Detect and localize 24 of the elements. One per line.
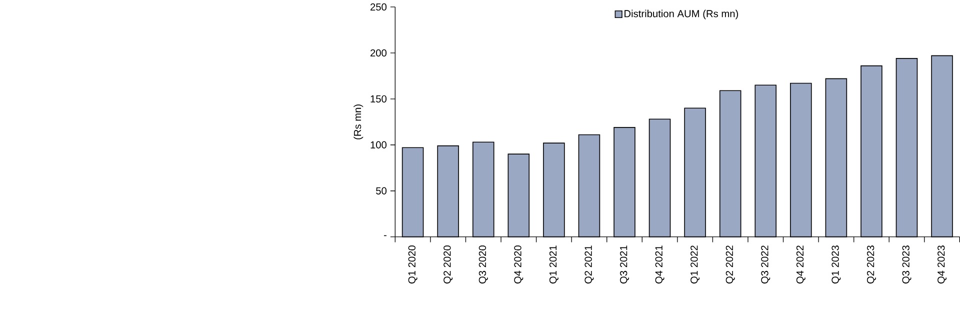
x-tick-label: Q4 2020 [514,246,524,284]
x-tick-label: Q4 2022 [796,246,806,284]
x-tick-label: Q2 2023 [866,246,876,284]
y-tick-label: 50 [376,187,387,195]
x-tick-label: Q1 2020 [408,246,418,284]
x-tick-label: Q4 2021 [655,246,664,284]
x-tick-label: Q4 2023 [938,246,947,284]
x-tick-label: Q3 2022 [761,246,770,284]
y-tick-label: 200 [370,49,387,57]
y-tick-label: 150 [370,95,387,103]
x-tick-label: Q3 2023 [902,246,912,284]
y-tick-label: 100 [370,141,387,149]
y-axis-title: (Rs mn) [354,104,364,140]
x-tick-label: Q2 2022 [726,246,735,284]
x-tick-label: Q3 2021 [620,246,629,284]
x-tick-label: Q2 2020 [444,246,453,284]
x-tick-label: Q1 2021 [549,246,558,284]
x-tick-label: Q1 2023 [832,246,841,284]
x-tick-label: Q2 2021 [584,246,594,284]
y-tick-label: 250 [370,3,387,11]
legend-label: Distribution AUM (Rs mn) [624,10,738,20]
y-tick-label: - [384,235,386,236]
x-tick-label: Q3 2020 [478,246,488,284]
x-tick-label: Q1 2022 [690,246,700,284]
